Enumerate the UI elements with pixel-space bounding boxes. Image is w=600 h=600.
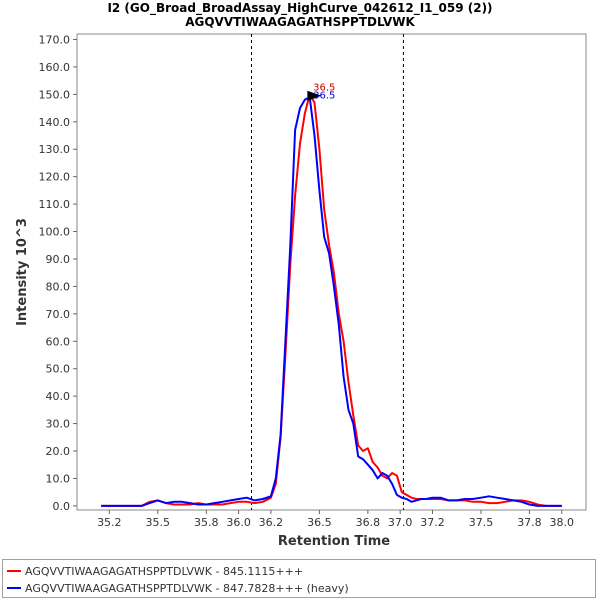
y-tick-label: 130.0 xyxy=(39,143,71,156)
legend-item-light: AGQVVTIWAAGAGATHSPPTDLVWK - 845.1115+++ xyxy=(7,563,303,579)
y-tick-label: 120.0 xyxy=(39,171,71,184)
x-tick-label: 37.0 xyxy=(388,516,413,529)
chart-title: I2 (GO_Broad_BroadAssay_HighCurve_042612… xyxy=(107,1,492,16)
y-tick-label: 160.0 xyxy=(39,61,71,74)
y-tick-label: 80.0 xyxy=(46,280,71,293)
y-tick-label: 100.0 xyxy=(39,226,71,239)
x-tick-label: 38.0 xyxy=(550,516,575,529)
y-axis: 0.0 10.0 20.0 30.0 40.0 50.0 60.0 70.0 80.0 90.0 1… xyxy=(39,33,77,513)
y-tick-label: 70.0 xyxy=(46,308,71,321)
x-tick-label: 37.8 xyxy=(517,516,542,529)
legend-label-light: AGQVVTIWAAGAGATHSPPTDLVWK - 845.1115+++ xyxy=(25,564,304,578)
legend-swatch-blue xyxy=(7,587,21,589)
x-tick-label: 35.2 xyxy=(97,516,122,529)
x-tick-label: 36.5 xyxy=(307,516,332,529)
legend: AGQVVTIWAAGAGATHSPPTDLVWK - 845.1115+++ … xyxy=(2,559,596,598)
legend-swatch-red xyxy=(7,570,21,572)
x-tick-label: 36.8 xyxy=(356,516,381,529)
x-tick-label: 36.0 xyxy=(226,516,251,529)
integration-boundaries xyxy=(251,34,404,510)
peak-annotations: 36.536.5 xyxy=(307,82,335,101)
peak-label: 36.5 xyxy=(313,90,335,101)
x-tick-label: 36.2 xyxy=(259,516,284,529)
y-tick-label: 150.0 xyxy=(39,88,71,101)
x-tick-label: 37.2 xyxy=(420,516,445,529)
x-tick-label: 35.5 xyxy=(146,516,171,529)
y-tick-label: 140.0 xyxy=(39,116,71,129)
y-tick-label: 40.0 xyxy=(46,390,71,403)
x-axis-label: Retention Time xyxy=(278,534,390,549)
peak-label: 36.5 xyxy=(313,82,335,93)
y-axis-label: Intensity 10^3 xyxy=(15,218,30,326)
chart-subtitle: AGQVVTIWAAGAGATHSPPTDLVWK xyxy=(185,15,415,29)
x-axis: 35.2 35.5 35.8 36.0 36.2 36.5 36.8 37.0 37.2 37.5… xyxy=(97,510,574,529)
y-tick-label: 170.0 xyxy=(39,33,71,46)
y-tick-label: 30.0 xyxy=(46,418,71,431)
y-tick-label: 0.0 xyxy=(53,500,71,513)
legend-item-heavy: AGQVVTIWAAGAGATHSPPTDLVWK - 847.7828+++ … xyxy=(7,580,349,596)
series-line-heavy xyxy=(101,96,562,507)
y-tick-label: 50.0 xyxy=(46,363,71,376)
x-tick-label: 35.8 xyxy=(194,516,219,529)
peak-marker-icon xyxy=(307,90,322,101)
y-tick-label: 90.0 xyxy=(46,253,71,266)
chromatogram-chart: I2 (GO_Broad_BroadAssay_HighCurve_042612… xyxy=(15,1,587,549)
y-tick-label: 20.0 xyxy=(46,445,71,458)
y-tick-label: 60.0 xyxy=(46,335,71,348)
series-lines xyxy=(101,93,562,507)
y-tick-label: 110.0 xyxy=(39,198,71,211)
legend-label-heavy: AGQVVTIWAAGAGATHSPPTDLVWK - 847.7828+++ … xyxy=(25,581,349,595)
x-tick-label: 37.5 xyxy=(469,516,494,529)
y-tick-label: 10.0 xyxy=(46,472,71,485)
